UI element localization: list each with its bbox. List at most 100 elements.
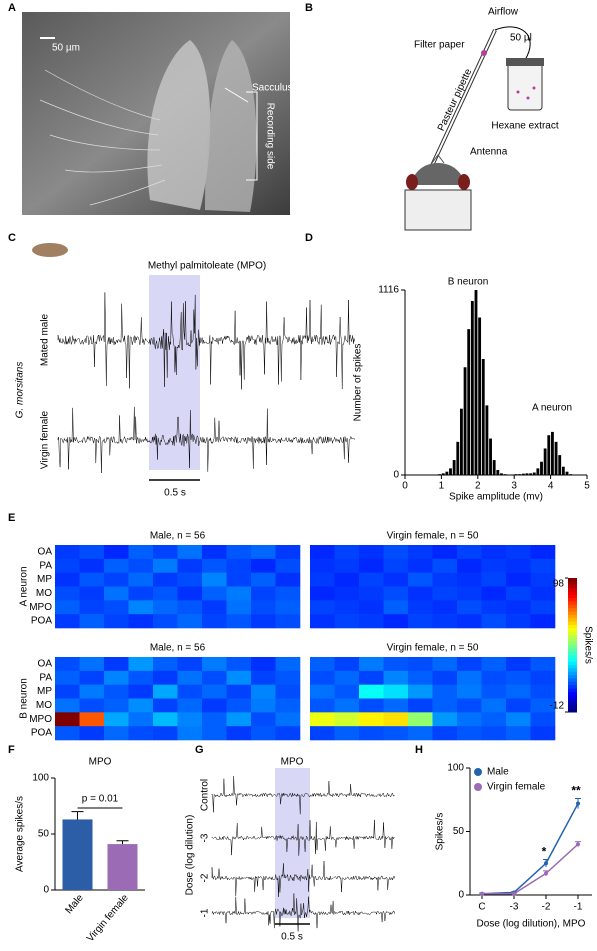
heatmap-cell: [531, 573, 556, 587]
heatmap-cell: [335, 726, 360, 740]
y-tick-label: 0: [458, 890, 464, 901]
colorbar-segment: [568, 665, 577, 669]
annotation: A neuron: [532, 403, 572, 414]
bar: [496, 470, 499, 475]
heatmap-cell: [104, 559, 129, 573]
heatmap-cell: [55, 657, 80, 671]
bar: [467, 329, 470, 475]
heatmap-cell: [153, 587, 178, 601]
heatmap-cell: [482, 614, 507, 628]
heatmap-cell: [80, 587, 105, 601]
heatmap-cell: [433, 587, 458, 601]
heatmap-cell: [482, 545, 507, 559]
bar: [500, 473, 503, 475]
heatmap-cell: [457, 545, 482, 559]
bar: [526, 473, 529, 475]
heatmap-cell: [104, 685, 129, 699]
heatmap-cell: [433, 685, 458, 699]
heatmap-cell: [276, 614, 301, 628]
panel-label: E: [8, 512, 15, 524]
colorbar-segment: [568, 672, 577, 676]
bar: [456, 442, 459, 475]
bar: [475, 290, 478, 475]
heatmap-cell: [310, 726, 335, 740]
heatmap-cell: [80, 726, 105, 740]
heatmap-cell: [104, 600, 129, 614]
heatmap-cell: [531, 657, 556, 671]
heatmap-cell: [227, 587, 252, 601]
colorbar-segment: [568, 702, 577, 706]
legend-swatch: [474, 783, 482, 791]
colorbar-segment: [568, 605, 577, 609]
heatmap-cell: [408, 671, 433, 685]
heatmap-cell: [335, 545, 360, 559]
heatmap-cell: [310, 614, 335, 628]
heatmap-cell: [202, 712, 227, 726]
neuron-label: B neuron: [19, 678, 30, 719]
x-tick-label: 3: [511, 481, 517, 492]
colorbar-title: Spikes/s: [582, 626, 593, 664]
bar: [551, 432, 554, 475]
heatmap-cell: [178, 671, 203, 685]
colorbar-segment: [568, 645, 577, 649]
x-tick-label: -3: [510, 902, 519, 913]
heatmap-cell: [153, 573, 178, 587]
colorbar-segment: [568, 655, 577, 659]
stimulus-label: Methyl palmitoleate (MPO): [148, 261, 266, 272]
colorbar-segment: [568, 695, 577, 699]
heatmap-cell: [178, 712, 203, 726]
bar: [504, 474, 507, 475]
heatmap-cell: [80, 671, 105, 685]
colorbar-segment: [568, 595, 577, 599]
heatmap-cell: [55, 545, 80, 559]
heatmap-cell: [457, 726, 482, 740]
colorbar-segment: [568, 588, 577, 592]
heatmap-cell: [408, 614, 433, 628]
heatmap-cell: [276, 545, 301, 559]
heatmap-cell: [433, 614, 458, 628]
heatmap-cell: [276, 712, 301, 726]
heatmap-cell: [531, 600, 556, 614]
heatmap-cell: [178, 685, 203, 699]
colorbar-segment: [568, 662, 577, 666]
heatmap-cell: [153, 559, 178, 573]
heatmap-cell: [153, 657, 178, 671]
heatmap-cell: [433, 726, 458, 740]
heatmap-cell: [129, 685, 154, 699]
axis-label: Dose (log dilution): [185, 815, 196, 896]
heatmap-cell: [202, 559, 227, 573]
heatmap-cell: [202, 545, 227, 559]
heatmap-cell: [202, 614, 227, 628]
heatmap-cell: [55, 573, 80, 587]
heatmap-cell: [104, 614, 129, 628]
heatmap-cell: [129, 671, 154, 685]
heatmap-cell: [178, 657, 203, 671]
error-bar: [117, 841, 129, 844]
bar: [518, 474, 521, 475]
heatmap-cell: [129, 559, 154, 573]
heatmap-cell: [251, 712, 276, 726]
heatmap-cell: [178, 614, 203, 628]
heatmap-cell: [80, 559, 105, 573]
line: [482, 844, 578, 894]
heatmap-cell: [384, 587, 409, 601]
heatmap-cell: [251, 559, 276, 573]
panel-label: G: [195, 744, 204, 756]
heatmap-cell: [153, 614, 178, 628]
heatmap-cell: [531, 685, 556, 699]
heatmap-cell: [80, 657, 105, 671]
x-tick-label: 1: [439, 481, 445, 492]
trace-label: -2: [200, 873, 211, 882]
heatmap-cell: [276, 600, 301, 614]
bar: [555, 442, 558, 475]
heatmap-cell: [384, 657, 409, 671]
colorbar-segment: [568, 668, 577, 672]
heatmap-cell: [531, 726, 556, 740]
point: [576, 802, 580, 806]
trace: [58, 292, 355, 389]
colorbar-segment: [568, 591, 577, 595]
heatmap-cell: [276, 699, 301, 713]
colorbar-segment: [568, 709, 577, 713]
heatmap-cell: [359, 559, 384, 573]
heatmap-cell: [202, 600, 227, 614]
